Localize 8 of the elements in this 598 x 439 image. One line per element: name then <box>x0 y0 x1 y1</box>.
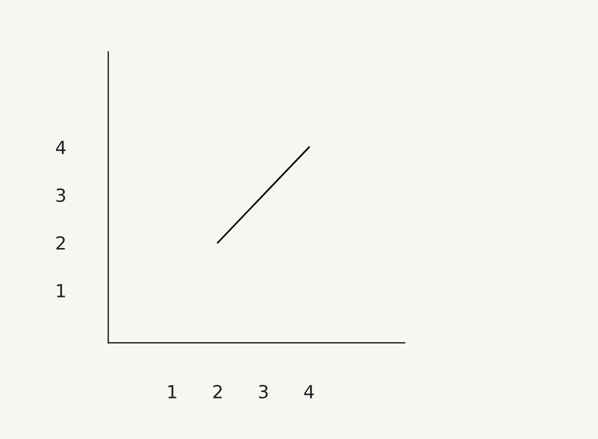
y-tick-label: 4 <box>56 140 66 154</box>
x-tick-label: 1 <box>168 385 176 398</box>
x-tick-label: 2 <box>213 384 222 398</box>
x-tick-label: 3 <box>259 384 268 398</box>
y-tick-label: 3 <box>56 188 66 202</box>
y-tick-label: 2 <box>56 236 65 250</box>
y-tick-label: 1 <box>57 284 65 298</box>
x-tick-label: 4 <box>304 385 314 398</box>
